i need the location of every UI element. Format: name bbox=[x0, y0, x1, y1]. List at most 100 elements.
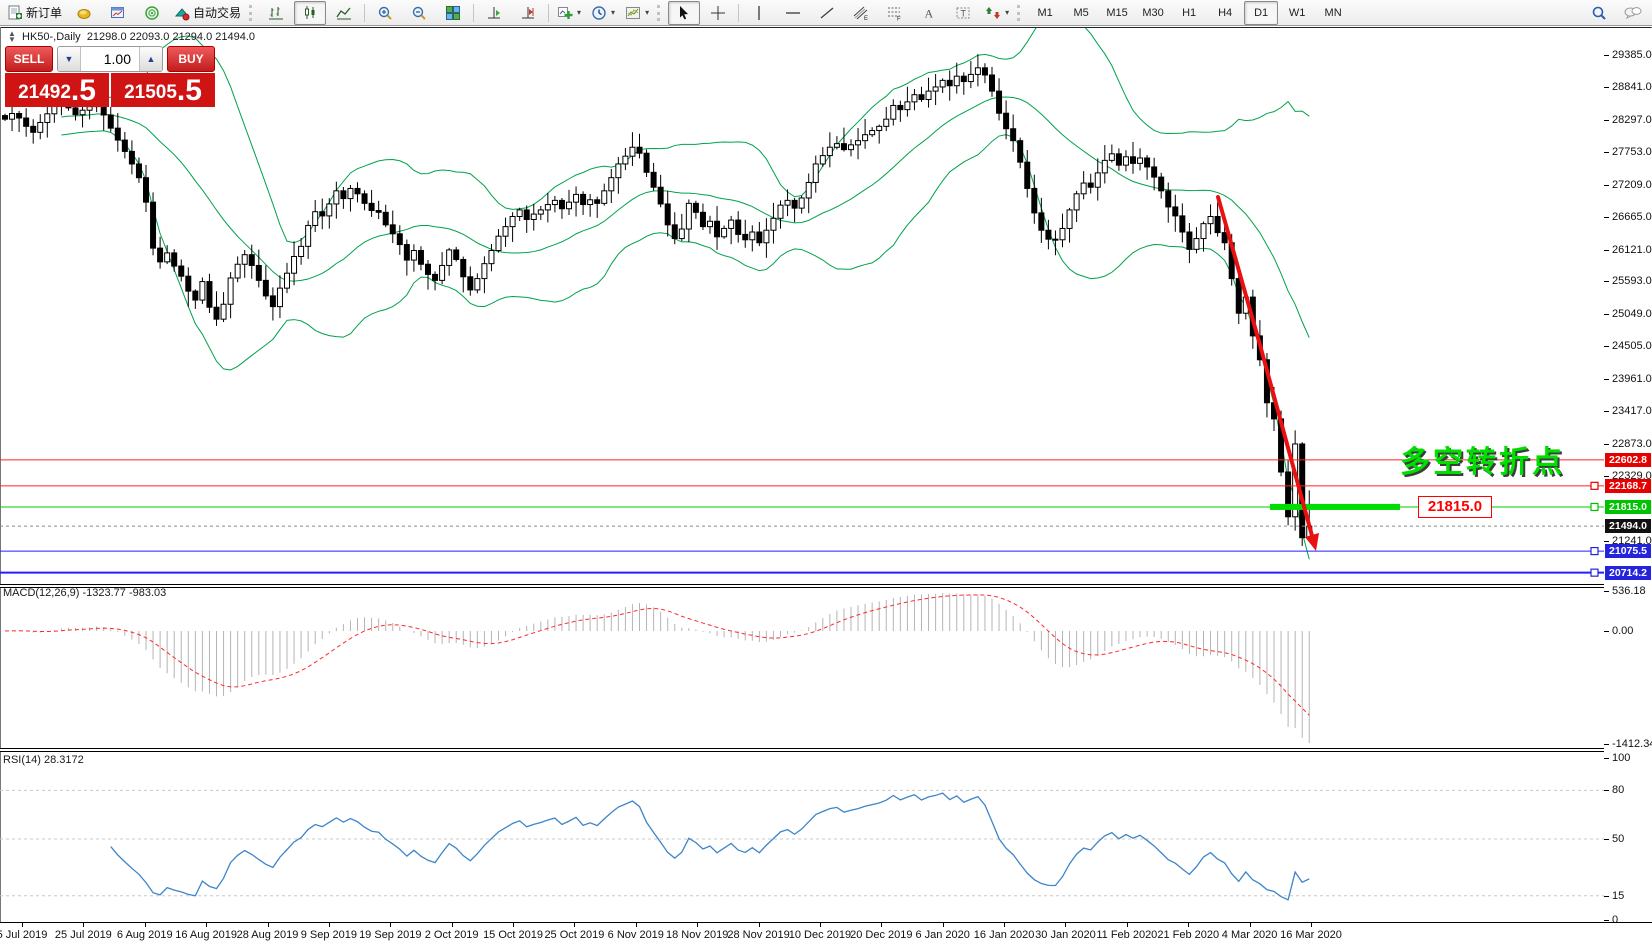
date-tick-label: 6 Aug 2019 bbox=[116, 929, 173, 941]
chart-symbol-period: HK50-,Daily bbox=[22, 31, 81, 43]
periods-button[interactable]: ▾ bbox=[587, 1, 619, 25]
candle-body bbox=[516, 209, 523, 217]
autotrading-icon bbox=[174, 7, 190, 20]
candle-chart-button[interactable] bbox=[294, 0, 327, 25]
line-chart-button[interactable] bbox=[328, 1, 360, 25]
trend-arrow-line[interactable] bbox=[1216, 195, 1316, 545]
crosshair-button[interactable] bbox=[702, 1, 734, 25]
date-tick-mark bbox=[697, 923, 699, 927]
chart-shift-button[interactable] bbox=[512, 1, 544, 25]
candle-body bbox=[30, 125, 37, 133]
charts-button[interactable] bbox=[102, 1, 134, 25]
volume-input[interactable] bbox=[81, 47, 139, 71]
candle-body bbox=[685, 202, 692, 230]
candle-body bbox=[248, 254, 255, 266]
price-tick-label: 27209.0 bbox=[1612, 178, 1652, 191]
date-axis[interactable]: 5 Jul 2019 25 Jul 2019 6 Aug 2019 16 Aug 20… bbox=[0, 922, 1652, 946]
rsi-pane[interactable] bbox=[0, 752, 1604, 922]
candle-body bbox=[192, 290, 199, 301]
new-order-button[interactable]: 新订单 bbox=[3, 1, 66, 25]
trendline-button[interactable] bbox=[811, 1, 843, 25]
annotation-text[interactable]: 多空转折点 bbox=[1400, 446, 1565, 479]
zoom-out-button[interactable] bbox=[403, 1, 435, 25]
level-drag-handle[interactable] bbox=[1590, 481, 1599, 490]
fibonacci-button[interactable]: F bbox=[879, 1, 911, 25]
channel-button[interactable]: E bbox=[845, 1, 877, 25]
timeframe-button-m5[interactable]: M5 bbox=[1073, 6, 1089, 19]
toolbar-separator bbox=[364, 3, 366, 22]
arrows-button[interactable]: ▾ bbox=[981, 1, 1013, 25]
sell-price-panel[interactable]: 21492 .5 bbox=[5, 73, 109, 107]
timeframe-button-m15[interactable]: M15 bbox=[1106, 6, 1128, 19]
periods-dropdown-caret[interactable]: ▾ bbox=[611, 8, 616, 17]
indicators-button[interactable]: ▾ bbox=[553, 1, 585, 25]
pane-splitter[interactable] bbox=[0, 584, 1652, 588]
candle-body bbox=[1052, 238, 1059, 241]
candle-body bbox=[749, 231, 756, 241]
sell-button[interactable]: SELL bbox=[5, 46, 53, 72]
candle-body bbox=[664, 203, 671, 226]
support-highlight-bar[interactable] bbox=[1270, 503, 1400, 510]
timeframe-button-h4[interactable]: H4 bbox=[1218, 6, 1233, 19]
chart-title: HK50-,Daily 21298.0 22093.0 21294.0 2149… bbox=[22, 31, 255, 43]
vertical-line-button[interactable] bbox=[743, 1, 775, 25]
timeframe-button-w1[interactable]: W1 bbox=[1288, 6, 1306, 19]
candle-body bbox=[410, 250, 417, 261]
candle-body bbox=[474, 278, 481, 291]
templates-button[interactable]: ▾ bbox=[621, 1, 653, 25]
timeframe-button-mn[interactable]: MN bbox=[1324, 6, 1342, 19]
chat-button[interactable] bbox=[1617, 1, 1649, 25]
pane-splitter[interactable] bbox=[0, 748, 1652, 752]
volume-increase-button[interactable]: ▲ bbox=[139, 47, 162, 71]
arrows-dropdown-caret[interactable]: ▾ bbox=[1005, 8, 1010, 17]
level-drag-handle[interactable] bbox=[1590, 568, 1599, 577]
clock-icon bbox=[592, 5, 606, 20]
indicators-dropdown-caret[interactable]: ▾ bbox=[577, 8, 582, 17]
date-tick-label: 16 Aug 2019 bbox=[175, 929, 238, 941]
buy-price-pip: .5 bbox=[176, 74, 202, 107]
level-drag-handle[interactable] bbox=[1590, 502, 1599, 512]
candle-body bbox=[1122, 156, 1129, 166]
text-button[interactable]: A bbox=[913, 1, 945, 25]
candle-body bbox=[953, 75, 960, 87]
auto-scroll-button[interactable] bbox=[478, 1, 510, 25]
candle-body bbox=[636, 146, 643, 154]
search-button[interactable] bbox=[1583, 1, 1615, 25]
metaeditor-button[interactable] bbox=[68, 1, 100, 25]
candle-body bbox=[128, 150, 135, 165]
timeframe-button-m30[interactable]: M30 bbox=[1142, 6, 1164, 19]
tile-windows-button[interactable] bbox=[437, 1, 469, 25]
price-badge: 21815.0 bbox=[1605, 499, 1651, 514]
text-label-button[interactable]: T bbox=[947, 1, 979, 25]
price-level-label-box[interactable]: 21815.0 bbox=[1418, 496, 1492, 518]
macd-pane[interactable] bbox=[0, 588, 1604, 748]
autotrading-button[interactable]: 自动交易 bbox=[170, 1, 245, 25]
candle-body bbox=[643, 152, 650, 173]
one-click-collapse-toggle[interactable]: ▲ ▼ bbox=[8, 29, 16, 44]
main-chart-pane[interactable] bbox=[0, 28, 1604, 584]
date-tick-label: 21 Feb 2020 bbox=[1157, 929, 1220, 941]
buy-button[interactable]: BUY bbox=[167, 46, 215, 72]
timeframe-button-d1[interactable]: D1 bbox=[1244, 0, 1279, 25]
timeframe-button-h1[interactable]: H1 bbox=[1182, 6, 1197, 19]
candle-body bbox=[918, 94, 925, 100]
candle-body bbox=[241, 254, 248, 265]
price-axis[interactable]: 29385.0 28841.0 28297.0 27753.0 27209.0 26665… bbox=[1604, 28, 1652, 926]
macd-scale-label: 0.00 bbox=[1612, 625, 1634, 637]
level-drag-handle[interactable] bbox=[1590, 546, 1599, 556]
candle-body bbox=[368, 202, 375, 212]
zoom-in-button[interactable] bbox=[369, 1, 401, 25]
date-tick-label: 25 Jul 2019 bbox=[54, 929, 112, 941]
bar-chart-button[interactable] bbox=[260, 1, 292, 25]
candle-body bbox=[742, 233, 749, 241]
timeframe-button-m1[interactable]: M1 bbox=[1037, 6, 1053, 19]
templates-dropdown-caret[interactable]: ▾ bbox=[645, 8, 650, 17]
buy-price-panel[interactable]: 21505 .5 bbox=[111, 73, 215, 107]
volume-decrease-button[interactable]: ▼ bbox=[58, 47, 81, 71]
candle-body bbox=[855, 140, 862, 146]
candle-body bbox=[1024, 161, 1031, 189]
horizontal-line-button[interactable] bbox=[777, 1, 809, 25]
signals-button[interactable] bbox=[136, 1, 168, 25]
price-tick-label: 25049.0 bbox=[1612, 307, 1652, 320]
cursor-button[interactable] bbox=[668, 0, 701, 25]
